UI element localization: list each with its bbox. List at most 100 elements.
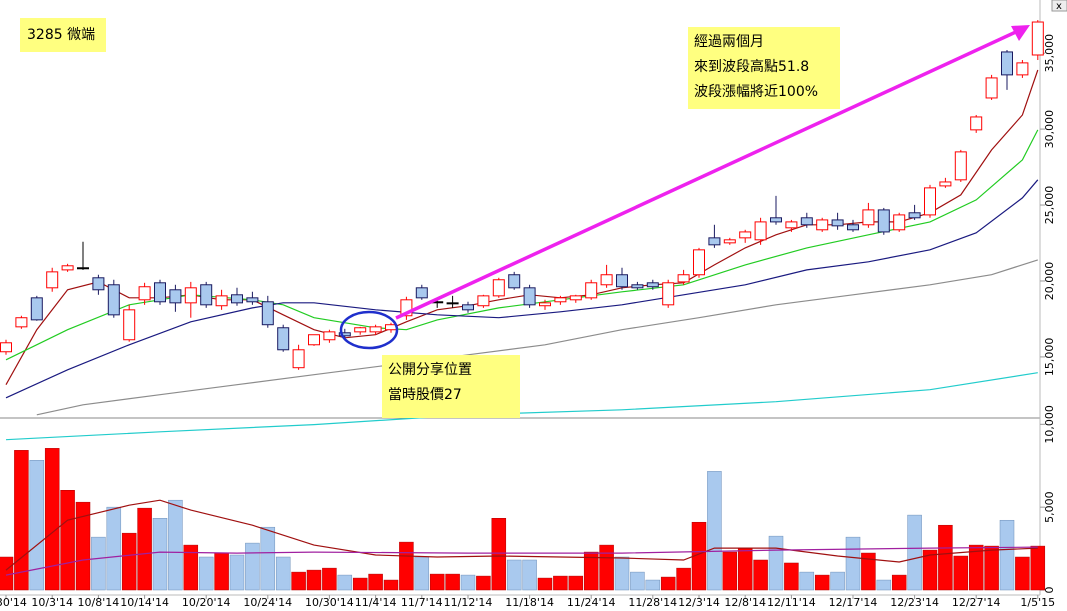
candle-body [492,279,505,297]
volume-bar [968,544,984,591]
candle-body [723,239,736,244]
candle-body [1016,62,1029,76]
volume-bar [137,507,152,591]
volume-bar [537,577,553,591]
volume-bar [14,450,29,591]
x-tick-label: 12/8'14 [724,596,766,609]
volume-bar [938,524,953,591]
volume-bar [183,544,199,591]
annotation-text: 公開分享位置 [388,361,472,378]
candle-body [816,219,829,231]
candle-body [338,332,351,337]
x-tick-label: 11/12'14 [444,596,493,609]
volume-bar [168,499,183,591]
candle-body [246,297,259,303]
volume-bar [737,547,753,591]
x-tick-label: 11/4'14 [355,596,397,609]
volume-bar [306,569,322,591]
candle-body [200,284,213,306]
candle-body [462,304,474,311]
y-tick-label: 30,000 [1043,110,1056,149]
volume-bar [522,559,537,591]
x-tick-label: 10/30'14 [305,596,354,609]
volume-bar [214,552,229,591]
volume-bar [922,549,938,591]
candle-body [877,209,890,233]
x-tick-label: 11/18'14 [505,596,554,609]
candle-body [138,286,151,301]
annotation-text: 波段漲幅將近100% [694,84,818,100]
candle-body [261,301,274,326]
candle-body [693,249,705,276]
candle-body [92,277,105,291]
annotation-text: 當時股價27 [388,386,462,403]
candle-body [646,282,659,288]
volume-bar [907,514,922,591]
volume-bar [152,518,168,591]
candle-body [893,214,906,231]
volume-bar [460,574,476,591]
volume-bar [876,579,892,591]
volume-bar [984,545,999,591]
candle-body [662,282,675,306]
candle-body [15,317,28,328]
candle-body [739,231,752,239]
annotation-text: 經過兩個月 [694,34,764,50]
volume-bar [491,518,507,591]
volume-bar [799,571,815,591]
volume-bar [861,552,876,591]
candle-body [600,274,613,286]
volume-bar [814,574,830,591]
volume-bar [44,448,60,591]
volume-bar [845,536,861,591]
x-tick-label: 12/23'14 [890,596,939,609]
close-label[interactable]: x [1056,1,1062,12]
y-tick-label: 10,000 [1043,405,1056,444]
volume-bar [553,575,568,591]
volume-bar [229,554,245,591]
volume-bar [60,490,75,591]
candle-body [446,302,459,305]
volume-bar [445,573,460,591]
volume-bar [75,501,91,591]
volume-bar [768,535,784,591]
candle-body [585,282,598,299]
candle-body [77,267,89,270]
x-tick-label: 11/28'14 [628,596,677,609]
volume-bar [352,577,368,591]
candle-body [184,287,197,304]
x-tick-label: 9/30'14 [0,596,27,609]
candle-body [46,271,59,289]
chart-title: 3285 微端 [27,27,95,43]
candle-body [569,295,582,301]
x-tick-label: 10/14'14 [120,596,169,609]
candle-body [677,274,690,283]
volume-bar [830,571,845,591]
volume-bar [29,460,45,591]
candle-body [539,302,551,307]
y-tick-label: 15,000 [1043,338,1056,377]
volume-bar [91,536,106,591]
volume-bar [660,576,676,591]
volume-bar [614,556,630,591]
candle-body [770,217,782,223]
candle-body [831,219,844,227]
candle-body [61,265,74,271]
x-tick-label: 1/5'15 [1020,596,1055,609]
x-tick-label: 12/27'14 [952,596,1001,609]
moving-average [5,179,1039,399]
plot-area: 15,000 20,000 25,000 30,000 35,000 0 5,000 10,0… [0,20,1056,609]
candle-body [800,217,813,226]
candle-body [415,287,428,299]
volume-bar [506,559,522,591]
candle-body [30,297,43,321]
candle-body [400,299,413,317]
moving-average [5,499,1038,571]
volume-bar [1015,556,1030,591]
close-button[interactable] [1051,0,1067,12]
volume-bar [784,562,799,591]
candle-body [308,334,320,346]
candle-body [554,297,567,303]
